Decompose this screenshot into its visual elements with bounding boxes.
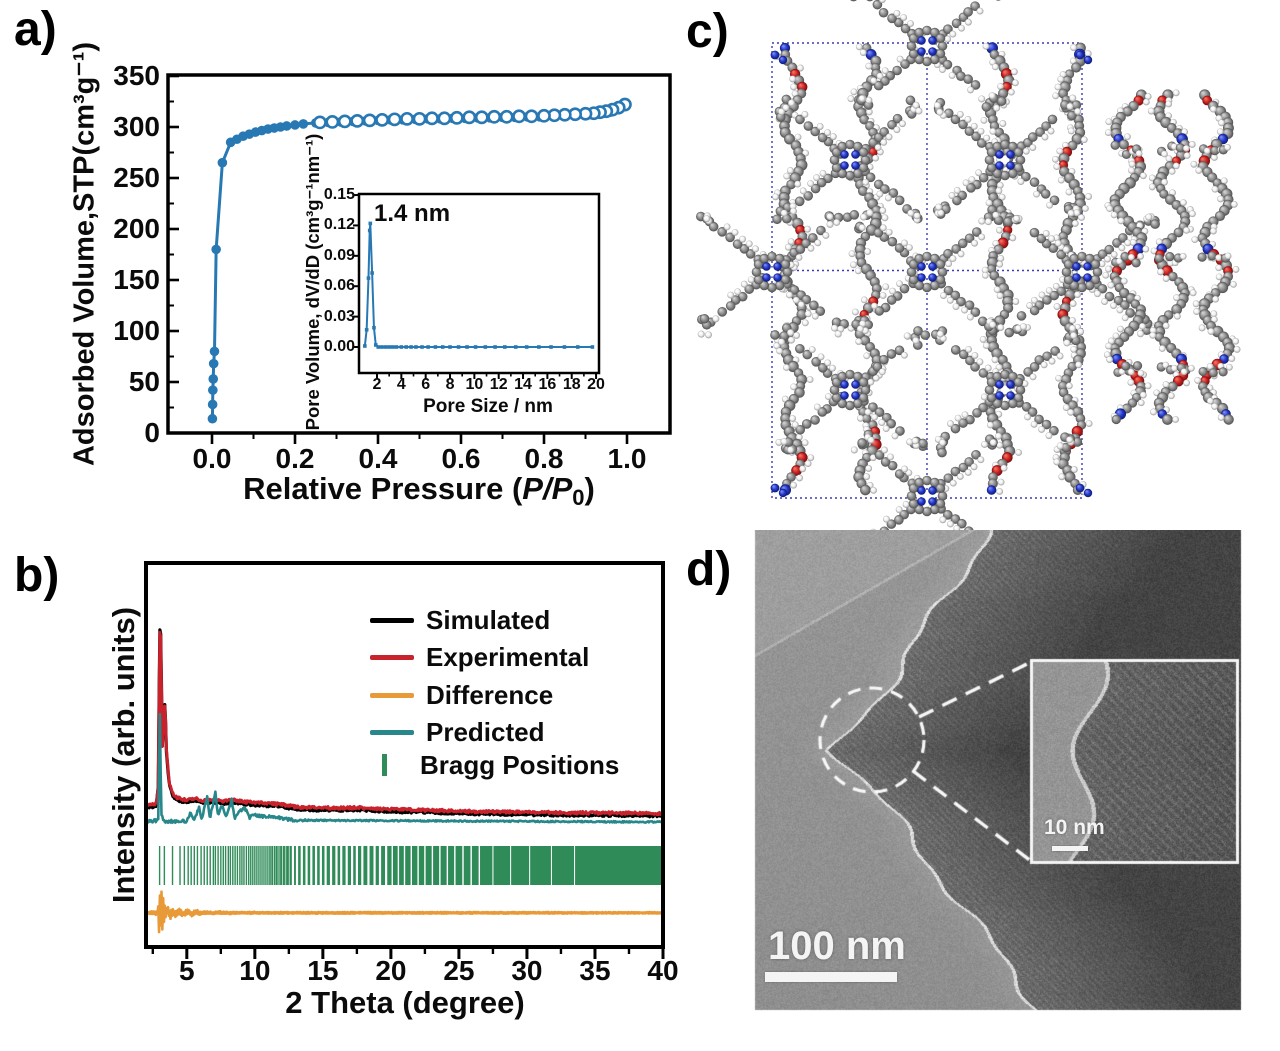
crystal-packing-canvas: [680, 0, 1280, 530]
inset-x-tick-label: 16: [538, 376, 557, 393]
legend-item-bragg-positions: Bragg Positions: [370, 750, 619, 780]
pxrd-x-axis-title: 2 Theta (degree): [285, 985, 525, 1020]
inset-x-tick-label: 18: [562, 376, 581, 393]
b-x-tick-label: 35: [579, 955, 611, 986]
tem-image-canvas: [680, 530, 1280, 1051]
panel-a-label: a): [14, 3, 57, 56]
legend-item-predicted: Predicted: [370, 717, 545, 747]
legend-item-experimental: Experimental: [370, 642, 589, 672]
inset-y-tick-label: 0.09: [323, 246, 355, 264]
inset-y-tick-label: 0.12: [323, 216, 355, 234]
difference-line-swatch: [370, 692, 414, 698]
legend-label: Bragg Positions: [420, 749, 620, 780]
isotherm-x-title-subscript: 0: [572, 485, 585, 510]
tem-inset-scale-bar-label: 10 nm: [1044, 816, 1105, 839]
panel-b-label: b): [14, 549, 60, 602]
pxrd-plot: [146, 628, 663, 934]
legend-item-simulated: Simulated: [370, 605, 550, 635]
experimental-line-swatch: [370, 654, 414, 660]
a-y-tick-label: 350: [113, 60, 160, 91]
pore-peak-annotation: 1.4 nm: [374, 200, 451, 227]
inset-x-tick-label: 2: [372, 376, 382, 393]
b-x-tick-label: 10: [239, 955, 271, 986]
inset-x-tick-label: 20: [587, 376, 605, 393]
inset-y-tick-label: 0.00: [323, 338, 355, 355]
isotherm-x-title-suffix: ): [584, 471, 595, 506]
a-x-tick-label: 0.4: [358, 443, 398, 474]
tem-scale-bar-label: 100 nm: [768, 924, 906, 968]
pxrd-y-axis-title: Intensity (arb. units): [106, 606, 141, 904]
inset-x-tick-label: 12: [489, 376, 508, 393]
a-y-tick-label: 200: [113, 213, 160, 244]
tem-scale-bar: [765, 972, 897, 982]
legend-item-difference: Difference: [370, 680, 553, 710]
a-y-tick-label: 50: [128, 366, 160, 397]
panel-c-label: c): [686, 5, 729, 58]
b-x-tick-label: 25: [443, 955, 475, 986]
isotherm-x-title-prefix: Relative Pressure (: [243, 471, 523, 506]
inset-x-tick-label: 10: [465, 376, 484, 393]
inset-y-tick-label: 0.03: [323, 307, 355, 325]
inset-x-tick-label: 6: [421, 376, 431, 393]
a-x-tick-label: 0.2: [275, 443, 315, 474]
tem-inset-scale-bar: [1052, 846, 1088, 851]
simulated-line-swatch: [370, 617, 414, 623]
pore-inset-x-axis-title: Pore Size / nm: [423, 396, 553, 417]
b-x-tick-label: 15: [307, 955, 339, 986]
a-x-tick-label: 0.0: [192, 443, 232, 474]
a-y-tick-label: 300: [113, 111, 160, 142]
inset-y-tick-label: 0.06: [323, 277, 355, 295]
predicted-line-swatch: [370, 729, 414, 735]
inset-x-tick-label: 4: [396, 376, 406, 393]
isotherm-x-title-italic: P/P: [522, 471, 573, 506]
a-x-tick-label: 1.0: [607, 443, 647, 474]
a-x-tick-label: 0.8: [524, 443, 564, 474]
inset-y-tick-label: 0.15: [323, 186, 355, 204]
isotherm-x-axis-title: Relative Pressure (P/P0): [243, 471, 595, 511]
legend-label: Predicted: [426, 716, 545, 747]
b-x-tick-label: 40: [647, 955, 679, 986]
a-x-tick-label: 0.6: [441, 443, 481, 474]
inset-x-tick-label: 8: [445, 376, 455, 393]
legend-label: Simulated: [426, 604, 551, 635]
legend-label: Difference: [426, 679, 554, 710]
a-y-tick-label: 250: [113, 162, 160, 193]
isotherm-y-axis-title: Adsorbed Volume,STP(cm³g⁻¹): [68, 41, 101, 467]
a-y-tick-label: 0: [144, 417, 160, 448]
legend-label: Experimental: [426, 641, 590, 672]
a-y-tick-label: 100: [113, 315, 160, 346]
inset-x-tick-label: 14: [514, 376, 532, 393]
bragg-tick-swatch: [382, 754, 387, 776]
panel-d-label: d): [686, 543, 732, 596]
b-x-tick-label: 5: [179, 955, 195, 986]
a-y-tick-label: 150: [113, 264, 160, 295]
b-x-tick-label: 30: [511, 955, 543, 986]
b-x-tick-label: 20: [375, 955, 407, 986]
